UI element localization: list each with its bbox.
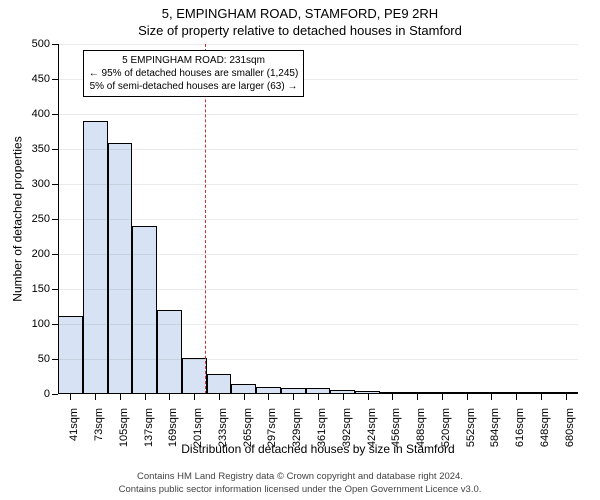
x-tick (244, 394, 245, 400)
x-axis-label: Distribution of detached houses by size … (58, 442, 578, 456)
gridline (58, 219, 578, 221)
plot-area: 05010015020025030035040045050041sqm73sqm… (58, 44, 578, 394)
gridline (58, 289, 578, 291)
y-tick-label: 50 (38, 353, 50, 365)
annotation-line-3: 5% of semi-detached houses are larger (6… (89, 80, 299, 93)
x-tick-label: 73sqm (93, 408, 105, 441)
y-tick-label: 350 (32, 143, 50, 155)
gridline (58, 324, 578, 326)
chart-container: 5, EMPINGHAM ROAD, STAMFORD, PE9 2RH Siz… (0, 0, 600, 500)
y-tick (52, 219, 58, 220)
y-tick (52, 184, 58, 185)
x-tick (95, 394, 96, 400)
footer-line-1: Contains HM Land Registry data © Crown c… (0, 471, 600, 483)
y-tick (52, 44, 58, 45)
y-tick-label: 300 (32, 178, 50, 190)
y-tick (52, 324, 58, 325)
y-tick-label: 200 (32, 248, 50, 260)
x-tick (219, 394, 220, 400)
y-tick (52, 114, 58, 115)
gridline (58, 114, 578, 116)
x-tick (120, 394, 121, 400)
y-tick-label: 500 (32, 38, 50, 50)
gridline (58, 184, 578, 186)
y-tick-label: 450 (32, 73, 50, 85)
y-tick (52, 394, 58, 395)
y-axis-label-wrap: Number of detached properties (10, 44, 26, 394)
x-tick (392, 394, 393, 400)
y-tick-label: 400 (32, 108, 50, 120)
x-tick (169, 394, 170, 400)
x-tick (566, 394, 567, 400)
x-tick (516, 394, 517, 400)
x-tick (541, 394, 542, 400)
y-tick-label: 0 (44, 388, 50, 400)
y-tick (52, 149, 58, 150)
gridline (58, 359, 578, 361)
x-tick (318, 394, 319, 400)
footer-line-2: Contains public sector information licen… (0, 484, 600, 496)
x-tick (293, 394, 294, 400)
page-title: 5, EMPINGHAM ROAD, STAMFORD, PE9 2RH (0, 0, 600, 21)
x-tick (467, 394, 468, 400)
y-tick (52, 79, 58, 80)
x-tick (368, 394, 369, 400)
x-tick-label: 41sqm (68, 408, 80, 441)
x-tick (343, 394, 344, 400)
x-tick (442, 394, 443, 400)
y-tick (52, 359, 58, 360)
x-tick (268, 394, 269, 400)
annotation-line-2: ← 95% of detached houses are smaller (1,… (89, 67, 299, 80)
footer: Contains HM Land Registry data © Crown c… (0, 471, 600, 496)
annotation-line-1: 5 EMPINGHAM ROAD: 231sqm (89, 54, 299, 67)
y-tick (52, 254, 58, 255)
gridline (58, 44, 578, 46)
x-tick (417, 394, 418, 400)
x-tick (491, 394, 492, 400)
x-tick (194, 394, 195, 400)
y-tick-label: 100 (32, 318, 50, 330)
gridline (58, 149, 578, 151)
annotation-box: 5 EMPINGHAM ROAD: 231sqm ← 95% of detach… (83, 50, 305, 97)
y-tick-label: 250 (32, 213, 50, 225)
y-tick (52, 289, 58, 290)
x-tick (145, 394, 146, 400)
x-tick (70, 394, 71, 400)
y-axis-label: Number of detached properties (11, 136, 25, 301)
gridline (58, 254, 578, 256)
chart-subtitle: Size of property relative to detached ho… (0, 21, 600, 38)
y-tick-label: 150 (32, 283, 50, 295)
